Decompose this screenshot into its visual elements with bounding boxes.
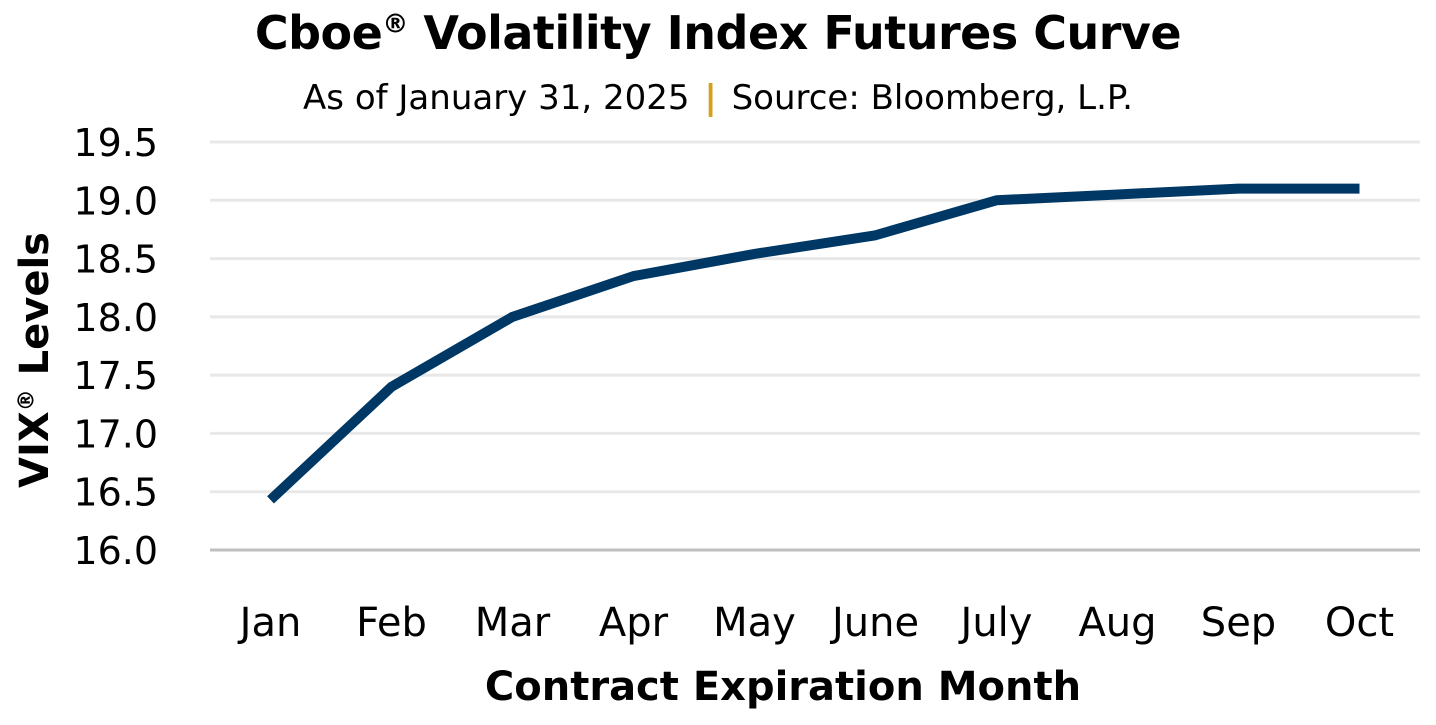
subtitle-source: Source: Bloomberg, L.P. (731, 78, 1133, 118)
y-tick-label: 17.0 (73, 412, 158, 456)
chart-title-reg-mark: ® (382, 9, 408, 40)
y-tick-label: 18.0 (73, 296, 158, 340)
y-axis-label: VIX® Levels (12, 232, 58, 488)
y-axis-label-suffix: Levels (12, 232, 58, 390)
x-tick-label: Jan (237, 600, 302, 646)
subtitle-date: As of January 31, 2025 (303, 78, 690, 118)
x-tick-label: May (713, 600, 796, 646)
chart-title-main: Cboe (254, 6, 383, 60)
subtitle-separator: | (704, 78, 717, 118)
chart-title-rest: Volatility Index Futures Curve (407, 6, 1182, 60)
x-tick-label: Mar (475, 600, 551, 646)
y-tick-label: 19.5 (73, 121, 158, 165)
y-tick-label: 17.5 (73, 354, 158, 398)
x-tick-label: June (829, 600, 919, 646)
chart-subtitle: As of January 31, 2025 | Source: Bloombe… (0, 78, 1436, 118)
y-axis-label-container: VIX® Levels (12, 232, 58, 488)
x-tick-label: Feb (356, 600, 427, 646)
y-tick-label: 16.0 (73, 529, 158, 573)
y-tick-label: 19.0 (73, 179, 158, 223)
y-axis-label-prefix: VIX (12, 411, 58, 488)
y-tick-label: 18.5 (73, 238, 158, 282)
y-axis-label-reg-mark: ® (14, 389, 40, 412)
x-tick-label: Oct (1325, 600, 1394, 646)
chart-title: Cboe® Volatility Index Futures Curve (0, 6, 1436, 60)
x-tick-label: Apr (599, 600, 669, 646)
series-line (267, 183, 1360, 504)
x-tick-label: Aug (1078, 600, 1156, 646)
x-axis-label: Contract Expiration Month (484, 664, 1082, 710)
y-tick-label: 16.5 (73, 471, 158, 515)
x-tick-label: July (958, 600, 1033, 646)
x-tick-label: Sep (1201, 600, 1276, 646)
